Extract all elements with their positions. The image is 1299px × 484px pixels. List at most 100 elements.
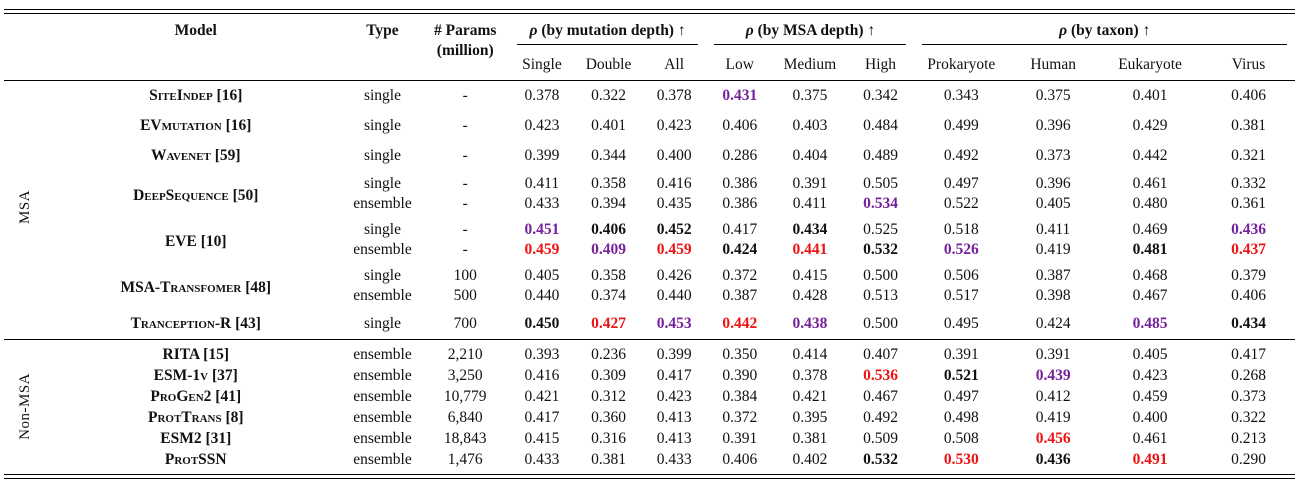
value-cell: 0.426 [656, 267, 692, 284]
col-header-low: Low [725, 55, 754, 73]
model-name: Wavenet [59] [150, 147, 241, 164]
value-cell: 0.489 [863, 147, 898, 164]
section-label-text: MSA [17, 189, 34, 224]
model-type: single [363, 221, 401, 238]
value-cell: 0.395 [792, 409, 828, 427]
value-cell: 0.534 [863, 195, 898, 212]
model-params: 18,843 [443, 430, 487, 448]
value-cell: 0.442 [722, 315, 758, 332]
value-cell: 0.526 [943, 241, 979, 258]
value-cell: 0.423 [524, 117, 560, 134]
value-cell: 0.459 [1132, 387, 1168, 405]
col-header-params: # Params (million) [422, 14, 509, 81]
value-cell: 0.433 [656, 451, 692, 469]
value-cell: 0.415 [524, 430, 560, 448]
value-cell: 0.381 [591, 451, 626, 469]
value-cell: 0.400 [656, 147, 692, 164]
value-cell: 0.405 [524, 267, 560, 284]
value-cell: 0.343 [943, 87, 979, 104]
value-cell: 0.213 [1231, 430, 1266, 448]
col-header-model: Model [174, 21, 217, 39]
table-row: ProtTrans [8] ensemble 6,840 0.417 0.360 0.41… [4, 407, 1295, 428]
model-type: ensemble [353, 451, 412, 469]
model-type: ensemble [353, 287, 412, 304]
rho-symbol: ρ [745, 21, 754, 39]
value-cell: 0.411 [1035, 221, 1071, 238]
model-params: - [462, 87, 468, 104]
model-params: - [462, 221, 468, 238]
value-cell: 0.532 [863, 241, 898, 258]
value-cell: 0.468 [1132, 267, 1168, 284]
value-cell: 0.236 [591, 345, 626, 363]
params-line1: # Params [434, 21, 497, 39]
value-cell: 0.373 [1231, 387, 1266, 405]
value-cell: 0.419 [1035, 409, 1071, 427]
value-cell: 0.499 [943, 117, 979, 134]
value-cell: 0.381 [792, 430, 828, 448]
value-cell: 0.467 [863, 387, 898, 405]
table-row: ensemble 500 0.440 0.374 0.440 0.387 0.428 0.51… [4, 286, 1295, 309]
model-params: - [462, 195, 468, 212]
value-cell: 0.518 [943, 221, 979, 238]
group-label: (by MSA depth) [757, 21, 864, 39]
model-params: 3,250 [447, 366, 483, 384]
value-cell: 0.497 [943, 387, 979, 405]
model-type: ensemble [353, 409, 412, 427]
model-type: single [363, 147, 401, 164]
value-cell: 0.517 [943, 287, 979, 304]
value-cell: 0.467 [1132, 287, 1168, 304]
table-row: MSA-Transfomer [48] single 100 0.405 0.358 0.… [4, 263, 1295, 296]
header-group-row: Model Type # Params (million) ρ (by muta… [4, 14, 1295, 59]
table-row: Wavenet [59] single - 0.399 0.344 0.400 0.286 0… [4, 141, 1295, 171]
header-subcolumn-row: Single Double All Low Medium High Prokar… [4, 54, 1295, 81]
table-inner-rule: Model Type # Params (million) ρ (by muta… [4, 12, 1295, 476]
model-name: RITA [15] [162, 345, 229, 363]
value-cell: 0.406 [591, 221, 626, 238]
value-cell: 0.414 [792, 345, 828, 363]
value-cell: 0.480 [1132, 195, 1168, 212]
value-cell: 0.500 [863, 267, 898, 284]
value-cell: 0.412 [1035, 387, 1071, 405]
section-non-msa: Non-MSA RITA [15] ensemble 2,210 0.393 0.236 0… [4, 339, 1295, 474]
value-cell: 0.342 [863, 87, 898, 104]
table-outer-rule: Model Type # Params (million) ρ (by muta… [4, 9, 1295, 479]
group-header-taxon: ρ (by taxon) ↑ [914, 14, 1295, 54]
model-name: EVmutation [16] [140, 117, 252, 134]
value-cell: 0.492 [863, 409, 898, 427]
value-cell: 0.433 [524, 195, 560, 212]
table-row: ESM2 [31] ensemble 18,843 0.415 0.316 0.413 0.… [4, 428, 1295, 449]
value-cell: 0.481 [1132, 241, 1168, 258]
col-header-single: Single [522, 55, 562, 73]
value-cell: 0.286 [722, 147, 758, 164]
value-cell: 0.439 [1035, 366, 1071, 384]
value-cell: 0.384 [722, 387, 758, 405]
value-cell: 0.436 [1231, 221, 1266, 238]
value-cell: 0.453 [656, 315, 692, 332]
value-cell: 0.402 [792, 451, 828, 469]
model-params: - [462, 117, 468, 134]
col-header-type: Type [366, 21, 399, 39]
value-cell: 0.440 [656, 287, 692, 304]
value-cell: 0.322 [591, 87, 626, 104]
value-cell: 0.358 [591, 267, 626, 284]
value-cell: 0.505 [863, 175, 898, 192]
value-cell: 0.434 [792, 221, 828, 238]
corner-cell [4, 14, 48, 81]
value-cell: 0.456 [1035, 430, 1071, 448]
value-cell: 0.386 [722, 175, 758, 192]
model-params: 1,476 [447, 451, 483, 469]
model-type: ensemble [353, 241, 412, 258]
value-cell: 0.381 [1231, 117, 1266, 134]
value-cell: 0.404 [792, 147, 828, 164]
value-cell: 0.509 [863, 430, 898, 448]
value-cell: 0.413 [656, 409, 692, 427]
value-cell: 0.360 [591, 409, 626, 427]
col-header-human: Human [1030, 55, 1076, 73]
value-cell: 0.406 [1231, 87, 1266, 104]
value-cell: 0.495 [943, 315, 979, 332]
model-params: - [462, 175, 468, 192]
value-cell: 0.423 [656, 387, 692, 405]
value-cell: 0.440 [524, 287, 560, 304]
value-cell: 0.424 [722, 241, 758, 258]
value-cell: 0.400 [1132, 409, 1168, 427]
